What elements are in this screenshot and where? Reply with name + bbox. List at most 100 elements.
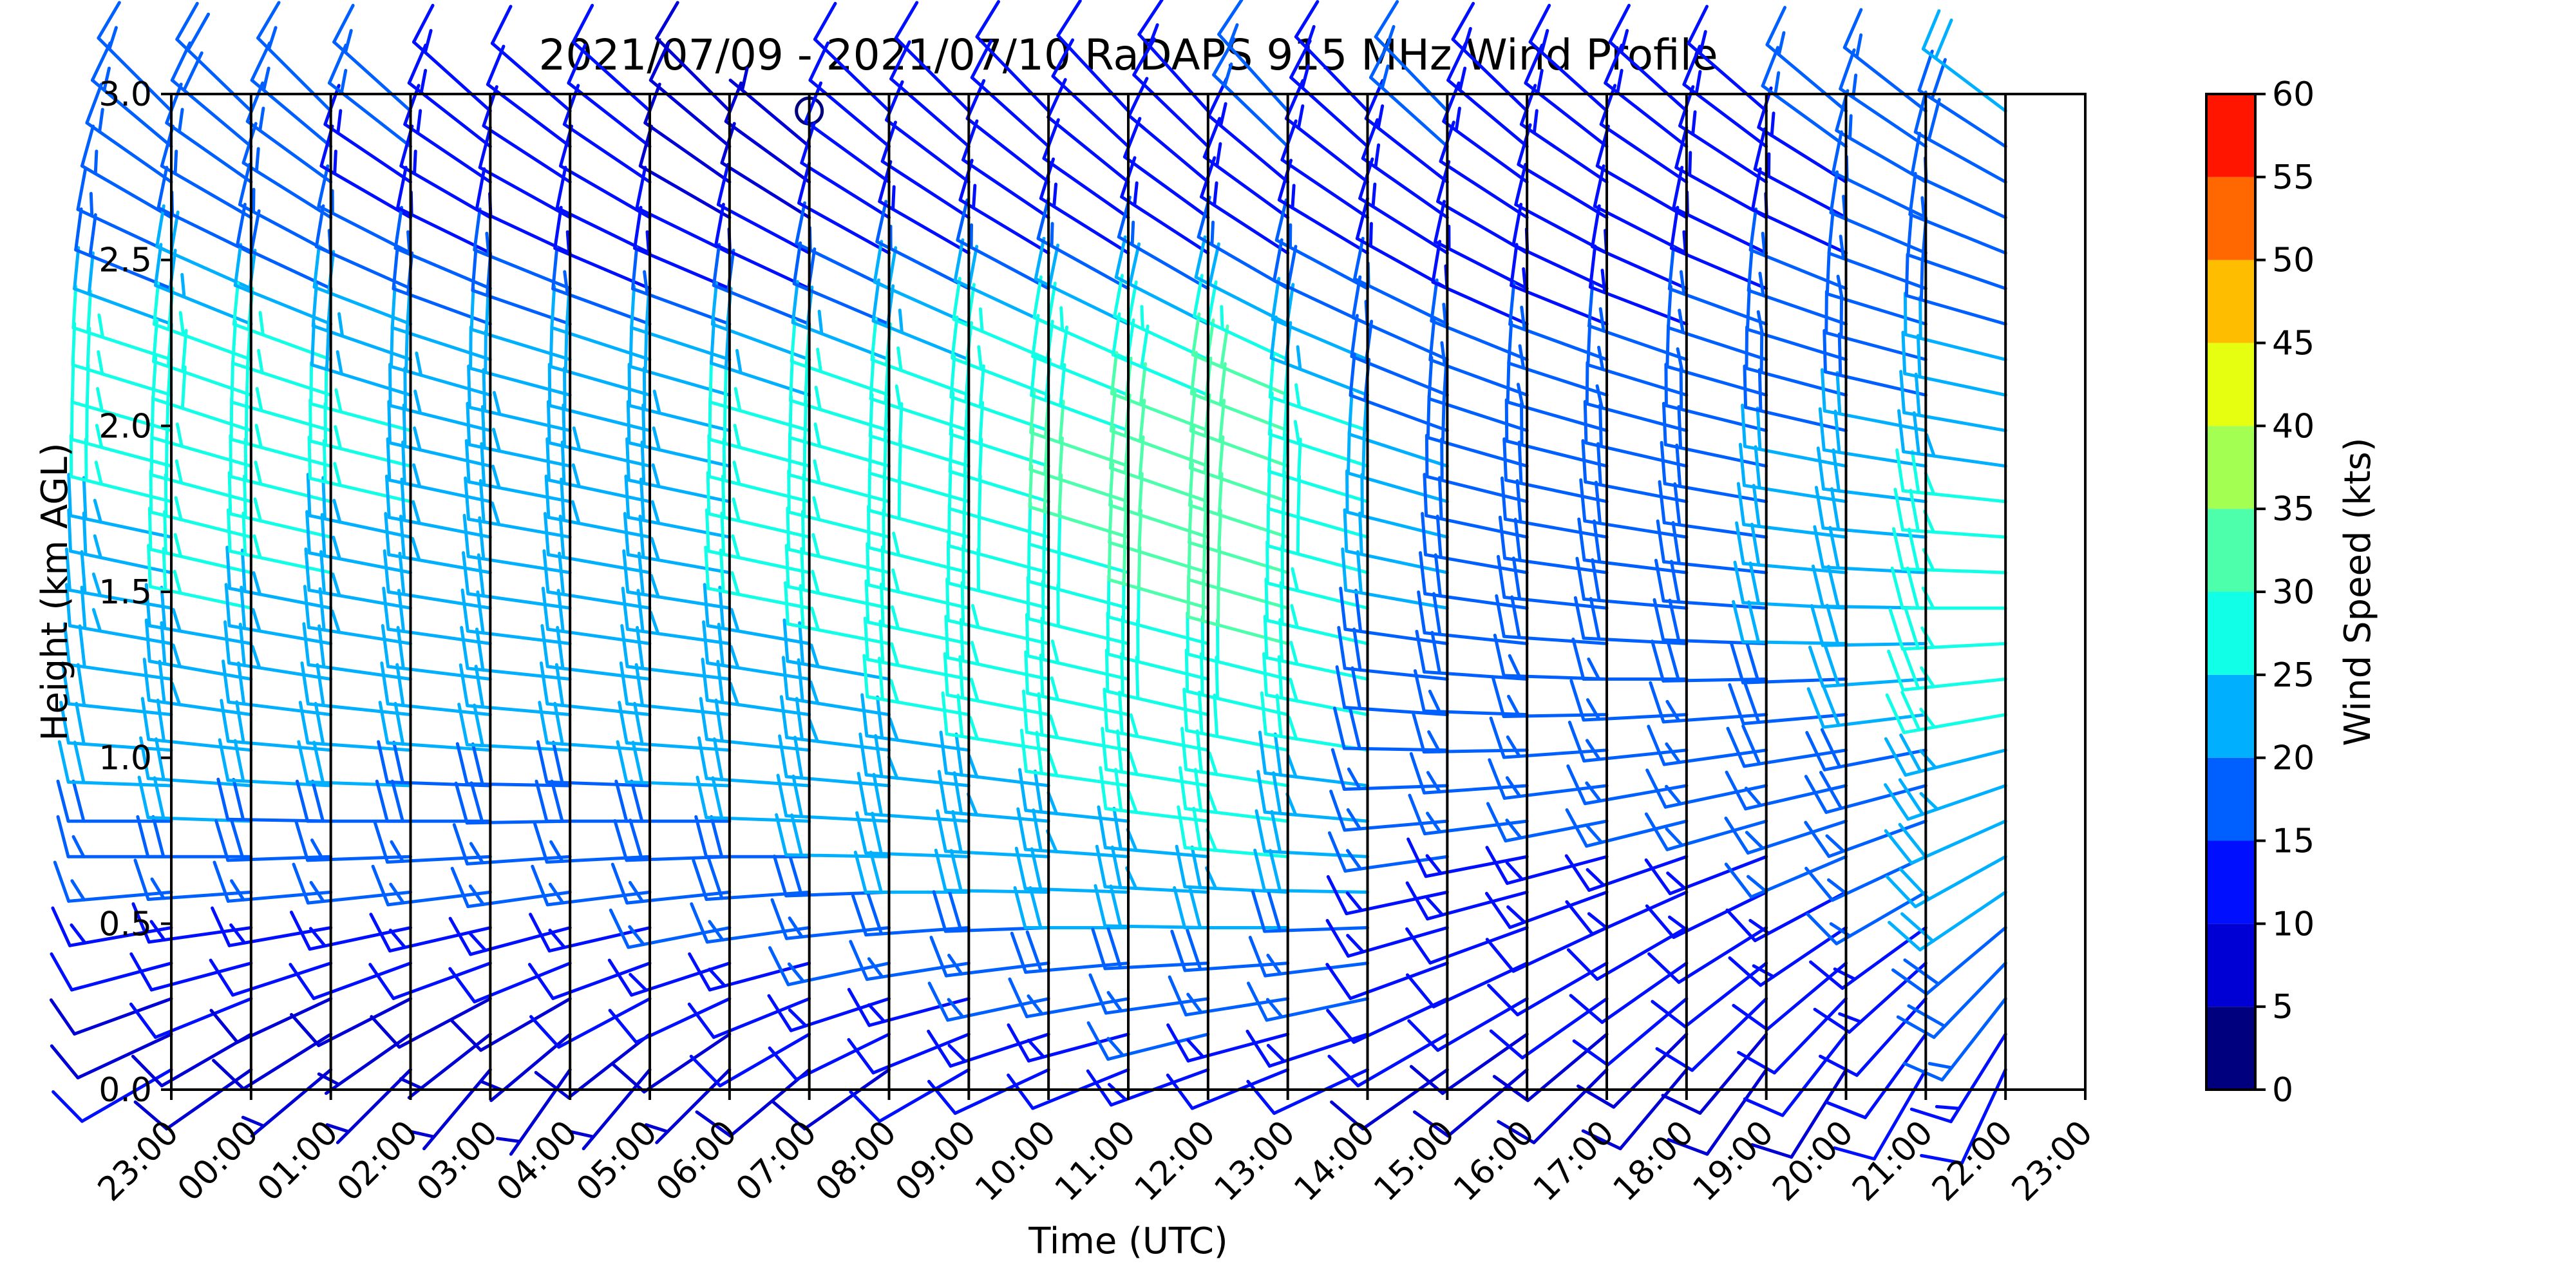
barb-staff xyxy=(386,665,492,681)
barb-staff xyxy=(70,475,173,504)
barb-flag xyxy=(712,243,721,287)
barb-flag xyxy=(1806,913,1839,945)
barb-staff xyxy=(1903,372,2007,397)
wind-barb xyxy=(1103,687,1210,752)
barb-staff xyxy=(1504,819,1609,843)
wind-barb xyxy=(85,82,173,184)
barb-staff xyxy=(1761,84,1848,148)
barb-flag xyxy=(978,401,985,446)
barb-flag xyxy=(635,166,647,210)
barb-flag xyxy=(768,946,790,987)
barb-flag xyxy=(1698,30,1707,55)
barb-flag xyxy=(1360,473,1364,518)
barb-flag xyxy=(450,1019,483,1052)
barb-flag xyxy=(240,548,247,593)
barb-flag xyxy=(792,241,802,286)
barb-flag xyxy=(142,658,151,702)
barb-flag xyxy=(1019,728,1028,773)
barb-flag xyxy=(229,396,234,441)
barb-flag xyxy=(898,439,902,484)
wind-barb xyxy=(707,433,811,504)
wind-barb xyxy=(310,322,412,397)
barb-staff xyxy=(149,547,253,574)
barb-flag xyxy=(565,289,571,334)
wind-barb xyxy=(1485,846,1609,886)
barb-flag xyxy=(412,3,435,44)
barb-flag xyxy=(1120,652,1124,697)
wind-barb xyxy=(303,585,412,645)
barb-staff xyxy=(156,206,253,255)
barb-flag xyxy=(1505,861,1524,881)
wind-barb xyxy=(1729,641,1848,685)
barb-flag xyxy=(51,906,71,947)
barb-staff xyxy=(1056,33,1130,113)
barb-flag xyxy=(939,730,948,775)
wind-barb xyxy=(149,469,253,539)
wind-barb xyxy=(1899,370,2007,433)
barb-flag xyxy=(720,122,736,165)
barb-flag xyxy=(628,925,645,946)
barb-flag xyxy=(61,661,71,706)
barb-staff xyxy=(625,741,732,752)
barb-staff xyxy=(1664,404,1768,433)
wind-barb xyxy=(1265,540,1369,610)
barb-staff xyxy=(625,890,732,905)
barb-flag xyxy=(1665,323,1671,368)
barb-flag xyxy=(869,850,883,894)
barb-staff xyxy=(1046,115,1130,184)
wind-barb xyxy=(292,862,412,905)
barb-flag xyxy=(471,742,484,786)
barb-staff xyxy=(786,961,891,987)
barb-staff xyxy=(1117,235,1210,290)
y-tick-label: 2.5 xyxy=(99,242,152,280)
barb-flag xyxy=(1758,271,1765,298)
barb-staff xyxy=(1687,41,1768,113)
barb-flag xyxy=(469,842,484,865)
barb-staff xyxy=(80,164,173,220)
barb-flag xyxy=(174,496,183,522)
barb-staff xyxy=(1104,768,1210,788)
barb-flag xyxy=(969,677,980,703)
barb-flag xyxy=(1107,536,1112,582)
barb-staff xyxy=(1519,122,1609,184)
barb-staff xyxy=(868,471,971,504)
wind-barb xyxy=(226,508,333,574)
barb-flag xyxy=(96,386,104,413)
wind-barb xyxy=(242,122,333,220)
wind-barb xyxy=(1750,1068,1848,1159)
barb-flag xyxy=(1188,499,1193,544)
barb-flag xyxy=(152,318,159,363)
barb-flag xyxy=(147,544,152,589)
wind-barb xyxy=(781,656,891,717)
barb-flag xyxy=(144,618,151,663)
barb-flag xyxy=(547,363,552,408)
barb-flag xyxy=(927,1079,957,1115)
barb-flag xyxy=(1136,618,1140,663)
barb-flag xyxy=(870,317,878,362)
barb-staff xyxy=(958,198,1050,255)
barb-staff xyxy=(705,777,811,788)
barb-flag xyxy=(74,207,83,252)
barb-flag xyxy=(1037,692,1044,737)
barb-flag xyxy=(1520,305,1526,332)
barb-flag xyxy=(1487,983,1519,1017)
barb-flag xyxy=(1434,200,1446,243)
barb-flag xyxy=(723,400,727,445)
barb-flag xyxy=(1040,616,1045,661)
barb-flag xyxy=(1265,998,1283,1019)
barb-flag xyxy=(1347,767,1361,791)
barb-flag xyxy=(540,624,549,668)
barb-flag xyxy=(729,645,740,670)
wind-barb xyxy=(1660,440,1768,504)
barb-flag xyxy=(235,700,245,744)
barb-flag xyxy=(129,1002,157,1039)
wind-barb xyxy=(304,547,412,610)
barb-staff xyxy=(1426,890,1529,921)
barb-flag xyxy=(1407,1019,1440,1052)
barb-flag xyxy=(947,953,963,976)
barb-flag xyxy=(1104,649,1110,694)
barb-flag xyxy=(1268,354,1275,399)
barb-flag xyxy=(1042,118,1060,160)
barb-staff xyxy=(788,436,891,468)
barb-flag xyxy=(733,424,741,450)
